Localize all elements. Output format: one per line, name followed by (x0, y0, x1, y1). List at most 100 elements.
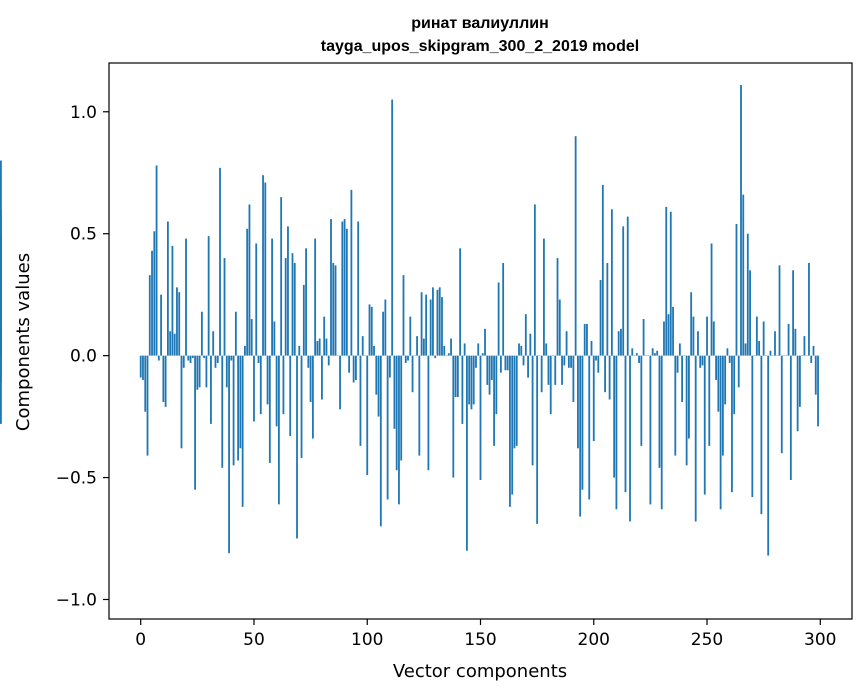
bar-289 (794, 328, 797, 356)
bar-242 (688, 355, 690, 439)
bar-31 (210, 355, 212, 424)
bar-194 (579, 355, 582, 517)
bar-48 (248, 204, 251, 356)
bar-17 (178, 292, 181, 356)
bar-254 (715, 355, 717, 381)
bar-28 (203, 355, 206, 359)
bar-248 (701, 355, 704, 366)
bar-198 (588, 355, 591, 500)
bar-18 (180, 355, 183, 449)
bar-24 (194, 355, 196, 490)
bar-144 (466, 355, 468, 551)
bar-109 (386, 355, 389, 500)
bar-2 (144, 355, 147, 412)
bar-138 (452, 355, 455, 478)
bar-229 (658, 355, 661, 468)
bar-75 (309, 355, 312, 402)
bar-133 (441, 297, 443, 356)
bar-47 (246, 228, 249, 356)
bar-89 (341, 221, 344, 356)
bar-122 (416, 336, 418, 356)
bar-187 (563, 355, 566, 366)
bar-221 (640, 355, 643, 446)
bar-11 (164, 355, 167, 407)
bar-157 (495, 355, 498, 415)
bar-269 (749, 270, 751, 356)
bar-206 (606, 262, 609, 356)
bar-258 (724, 355, 727, 405)
bar-33 (214, 355, 217, 368)
bar-183 (554, 355, 557, 385)
bar-197 (586, 323, 588, 356)
bar-158 (497, 282, 500, 356)
bar-50 (253, 355, 255, 422)
bar-196 (583, 323, 586, 356)
x-tick-label: 300 (804, 630, 836, 650)
bar-268 (746, 233, 749, 356)
bar-27 (200, 311, 203, 356)
bar-280 (774, 331, 776, 356)
bar-116 (402, 275, 405, 356)
x-tick-label: 50 (243, 630, 265, 650)
bar-181 (549, 355, 552, 415)
bar-30 (207, 236, 210, 356)
bar-168 (520, 345, 523, 356)
bar-203 (599, 280, 602, 356)
bar-263 (735, 223, 738, 356)
bar-159 (499, 355, 502, 373)
bar-39 (228, 355, 230, 554)
bar-10 (162, 355, 165, 402)
bar-185 (558, 299, 561, 356)
y-tick-label: −1.0 (56, 590, 97, 610)
bar-113 (395, 355, 398, 471)
bar-105 (377, 355, 380, 417)
bars-group (0, 84, 819, 556)
bar-217 (631, 348, 634, 356)
bar-189 (567, 355, 570, 368)
bar-16 (176, 287, 178, 356)
bar-249 (703, 355, 706, 495)
bar-51 (255, 243, 258, 356)
bar-296 (810, 355, 813, 363)
bar-201 (595, 355, 597, 361)
bar-232 (665, 206, 668, 356)
bar-81 (323, 316, 326, 356)
bar-3 (146, 355, 149, 456)
bar-143 (463, 343, 466, 356)
bar-12 (166, 221, 169, 356)
bar-68 (293, 262, 296, 356)
bar-38 (225, 355, 228, 388)
bar-152 (484, 328, 486, 356)
bar-209 (613, 355, 616, 478)
bar-131 (436, 289, 439, 356)
bar-22 (189, 355, 192, 363)
bar-100 (366, 355, 369, 476)
bar-219 (635, 353, 638, 356)
bar-235 (672, 306, 674, 356)
bar-277 (767, 355, 770, 556)
bar-257 (721, 355, 724, 456)
bar-234 (669, 211, 672, 356)
bar-199 (590, 341, 593, 356)
bar-118 (407, 355, 409, 361)
bar-299 (817, 355, 819, 427)
bar-267 (744, 343, 747, 356)
bar-252 (710, 243, 713, 356)
bar-96 (357, 221, 360, 356)
bar-251 (708, 355, 711, 446)
y-tick-label: 0.5 (70, 225, 97, 245)
chart-title: ринат валиуллин (411, 15, 549, 32)
bar-205 (604, 355, 606, 393)
bar-44 (239, 355, 242, 449)
bar-125 (422, 338, 425, 356)
y-axis-ticks: −1.0 −0.5 0.0 0.5 1.0 (56, 103, 109, 610)
bar-32 (212, 331, 215, 356)
bar-14 (171, 245, 174, 356)
bar-213 (622, 226, 625, 356)
bar-250 (706, 316, 708, 356)
x-tick-label: 100 (351, 630, 383, 650)
bar-59 (273, 321, 276, 356)
bar-8 (157, 355, 160, 361)
bar-107 (382, 311, 384, 356)
bar-72 (302, 284, 305, 356)
